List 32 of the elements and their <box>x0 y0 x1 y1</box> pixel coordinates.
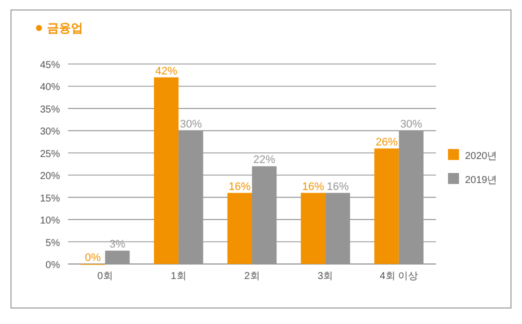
y-tick-label: 20% <box>40 171 60 182</box>
chart-title: 금융업 <box>47 21 83 35</box>
data-label: 30% <box>400 118 422 131</box>
data-label: 16% <box>326 180 349 193</box>
data-label: 16% <box>228 180 251 193</box>
bar <box>227 192 252 264</box>
bar <box>374 148 399 264</box>
y-tick-label: 40% <box>40 82 60 94</box>
x-tick-label: 2회 <box>244 271 260 282</box>
data-label: 26% <box>376 136 398 148</box>
y-tick-label: 5% <box>46 238 60 249</box>
legend-label: 2019년 <box>465 175 498 186</box>
legend-label: 2020년 <box>465 151 498 162</box>
y-tick-label: 10% <box>40 216 60 227</box>
y-tick-label: 35% <box>40 104 60 116</box>
x-tick-label: 0회 <box>97 271 113 282</box>
x-tick-label: 4회 이상 <box>380 271 418 282</box>
x-tick-label: 3회 <box>318 271 334 282</box>
y-tick-label: 25% <box>40 148 60 160</box>
y-tick-label: 30% <box>40 126 60 138</box>
y-tick-label: 0% <box>46 260 60 271</box>
bar <box>300 192 326 264</box>
data-label: 3% <box>109 238 126 251</box>
data-label: 22% <box>253 154 276 166</box>
y-tick-label: 45% <box>40 60 60 71</box>
x-tick-label: 1회 <box>170 271 186 282</box>
bar <box>154 77 179 264</box>
data-label: 0% <box>84 252 101 264</box>
data-label: 16% <box>302 180 324 193</box>
y-tick-label: 15% <box>40 193 60 204</box>
data-label: 42% <box>155 65 178 78</box>
data-label: 30% <box>180 118 202 131</box>
